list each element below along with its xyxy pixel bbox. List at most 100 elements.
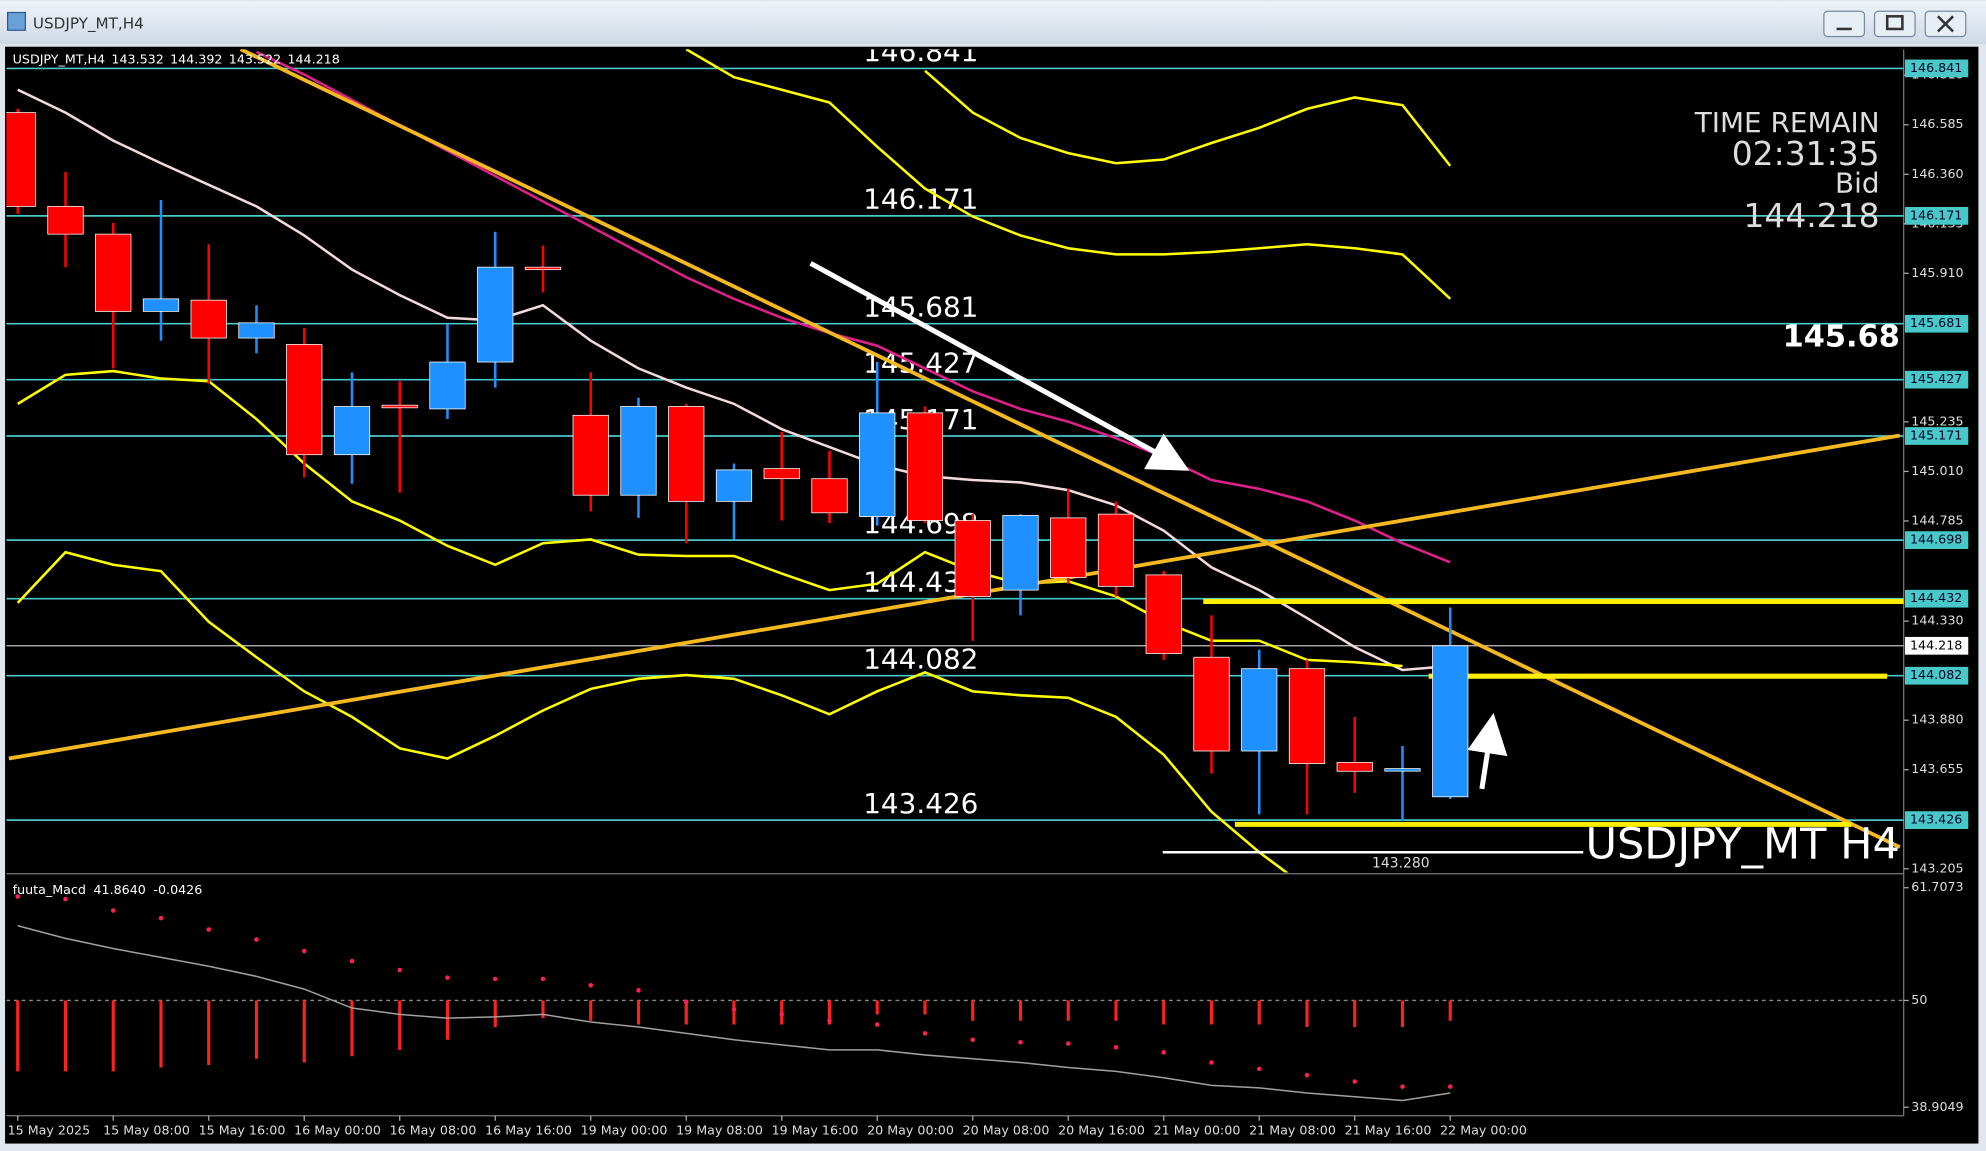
candle-body (763, 468, 800, 480)
indicator-line (924, 69, 1452, 167)
candle-body (238, 322, 275, 339)
candle-body (668, 406, 705, 502)
y-tick-label: 143.880 (1911, 712, 1963, 727)
x-tick-label: 19 May 16:00 (772, 1122, 859, 1137)
candle-body (1193, 656, 1230, 752)
signal-dot (301, 948, 307, 954)
main-plot: 146.841146.171145.681145.427145.171144.6… (6, 49, 1904, 873)
level-price-box (1904, 314, 1969, 333)
signal-dot (63, 896, 68, 902)
level-label: 145.681 (863, 291, 978, 324)
y-tick-label: 145.235 (1911, 413, 1963, 428)
x-tick-label: 21 May 16:00 (1345, 1122, 1432, 1137)
axes: 146.810146.585146.360146.135145.910145.2… (8, 59, 1969, 1137)
chart-background (5, 46, 1979, 1144)
signal-dot (874, 1022, 880, 1027)
signal-dot (683, 999, 689, 1004)
candle-body (1002, 515, 1039, 591)
level-price-label: 145.427 (1910, 371, 1962, 386)
marker-price: 145.68 (1783, 320, 1900, 355)
candle-body (333, 406, 371, 456)
macd-line (17, 924, 1451, 1102)
macd-readout: -0.0426 (153, 882, 202, 897)
signal-dot (540, 976, 546, 982)
level-price-label: 143.426 (1910, 812, 1962, 827)
x-tick-label: 15 May 16:00 (199, 1122, 286, 1137)
candle-body (1384, 768, 1421, 772)
candle-body (190, 299, 227, 339)
signal-dot (1304, 1072, 1310, 1078)
signal-dot (1161, 1050, 1167, 1055)
level-price-box (1904, 811, 1969, 829)
signal-dot (588, 982, 594, 988)
candle-body (1336, 762, 1373, 772)
level-price-box (1904, 531, 1969, 549)
level-price-box (1904, 59, 1969, 78)
window-title: USDJPY_MT,H4 (33, 14, 144, 33)
bid-label: Bid (1835, 167, 1880, 200)
watermark: USDJPY_MT H4 (1585, 820, 1899, 870)
header-close: 144.218 (287, 51, 339, 66)
bid-price-label: 144.218 (1910, 637, 1962, 652)
candle-body (1050, 517, 1087, 578)
macd-name: fuuta_Macd (13, 882, 86, 897)
level-price-box (1904, 207, 1969, 225)
y-tick-label: 146.360 (1911, 166, 1963, 181)
macd-title: fuuta_Macd 41.8640 -0.0426 (13, 882, 203, 897)
level-price-label: 145.681 (1910, 315, 1962, 330)
y-tick-label: 144.785 (1911, 512, 1963, 527)
y-tick-label: 145.010 (1911, 463, 1963, 478)
signal-dot (15, 894, 21, 899)
signal-dot (492, 976, 498, 982)
x-tick-label: 16 May 00:00 (294, 1122, 381, 1137)
y-tick-label: 143.205 (1911, 860, 1963, 875)
x-tick-label: 15 May 2025 (8, 1122, 91, 1137)
candle-body (1145, 574, 1182, 654)
window-buttons (1823, 10, 1967, 38)
signal-dot (827, 1018, 832, 1024)
x-tick-label: 20 May 00:00 (867, 1122, 954, 1137)
signal-dot (397, 967, 403, 973)
signal-dot (206, 927, 212, 932)
candle-body (1432, 645, 1469, 798)
candle-body (572, 414, 609, 496)
level-price-label: 144.698 (1910, 532, 1962, 547)
x-tick-label: 19 May 00:00 (581, 1122, 668, 1137)
x-tick-label: 21 May 00:00 (1154, 1122, 1241, 1137)
bid-value: 144.218 (1743, 196, 1879, 235)
y-tick-label: 61.7073 (1911, 879, 1963, 894)
macd-panel: fuuta_Macd 41.8640 -0.0426 (6, 882, 1904, 1102)
level-price-box (1904, 427, 1969, 445)
bid-price-box (1904, 636, 1969, 655)
signal-dot (1065, 1041, 1071, 1046)
indicator-line (16, 550, 1289, 873)
level-label: 143.426 (863, 787, 978, 820)
candle-body (906, 412, 944, 521)
signal-dot (779, 1012, 785, 1017)
x-tick-label: 16 May 16:00 (485, 1122, 572, 1137)
time-remain-label: TIME REMAIN (1694, 106, 1880, 139)
level-price-label: 146.841 (1910, 60, 1962, 75)
candle-body (286, 344, 323, 456)
signal-dot (349, 958, 355, 964)
signal-dot (254, 937, 259, 942)
y-tick-label: 146.585 (1911, 116, 1963, 131)
x-tick-label: 15 May 08:00 (103, 1122, 190, 1137)
x-tick-label: 20 May 08:00 (963, 1122, 1050, 1137)
candle-body (381, 404, 418, 409)
minimize-button[interactable] (1823, 10, 1866, 38)
x-tick-label: 21 May 08:00 (1249, 1122, 1336, 1137)
level-price-label: 144.082 (1910, 667, 1962, 682)
header-symbol: USDJPY_MT,H4 (13, 51, 105, 66)
signal-dot (1447, 1084, 1453, 1089)
time-remain: 02:31:35 (1732, 134, 1880, 173)
header-low: 143.522 (229, 51, 281, 66)
signal-dot (445, 975, 450, 980)
maximize-button[interactable] (1873, 10, 1916, 38)
x-tick-label: 19 May 08:00 (676, 1122, 763, 1137)
x-tick-label: 22 May 00:00 (1440, 1122, 1527, 1137)
indicator-line (255, 50, 1451, 564)
